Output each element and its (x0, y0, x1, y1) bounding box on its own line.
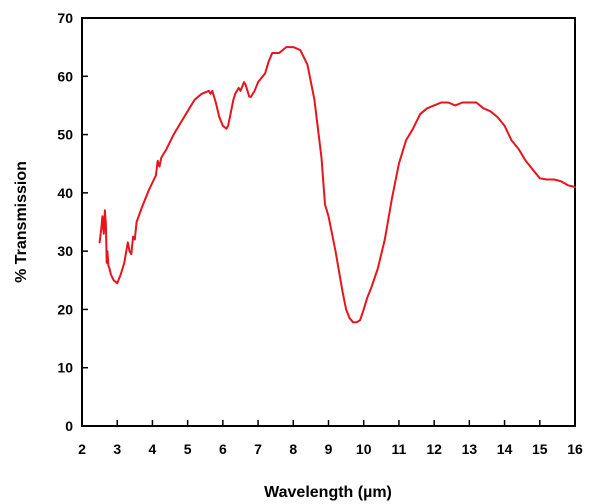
x-tick-label: 7 (254, 441, 262, 457)
x-tick-label: 2 (78, 441, 86, 457)
y-tick-label: 70 (57, 10, 73, 26)
x-tick-label: 9 (325, 441, 333, 457)
x-tick-label: 16 (567, 441, 583, 457)
x-tick-label: 12 (426, 441, 442, 457)
y-tick-label: 0 (65, 418, 73, 434)
y-tick-label: 60 (57, 68, 73, 84)
y-tick-label: 10 (57, 360, 73, 376)
x-axis-ticks: 2 3 4 5 6 7 8 9 10 11 12 13 14 15 16 (78, 420, 583, 457)
x-tick-label: 3 (113, 441, 121, 457)
y-tick-label: 20 (57, 301, 73, 317)
x-tick-label: 15 (532, 441, 548, 457)
x-tick-label: 8 (289, 441, 297, 457)
x-tick-label: 13 (462, 441, 478, 457)
x-tick-label: 4 (149, 441, 157, 457)
x-tick-label: 14 (497, 441, 513, 457)
x-tick-label: 10 (356, 441, 372, 457)
x-tick-label: 6 (219, 441, 227, 457)
y-tick-label: 40 (57, 185, 73, 201)
y-tick-label: 50 (57, 127, 73, 143)
y-axis-label: % Transmission (13, 161, 30, 283)
transmission-curve (98, 46, 576, 324)
x-axis-label: Wavelength (µm) (264, 484, 392, 501)
y-tick-label: 30 (57, 243, 73, 259)
plot-frame (81, 17, 576, 427)
y-axis-ticks: 0 10 20 30 40 50 60 70 (57, 10, 88, 434)
x-tick-label: 5 (184, 441, 192, 457)
x-tick-label: 11 (392, 441, 407, 457)
